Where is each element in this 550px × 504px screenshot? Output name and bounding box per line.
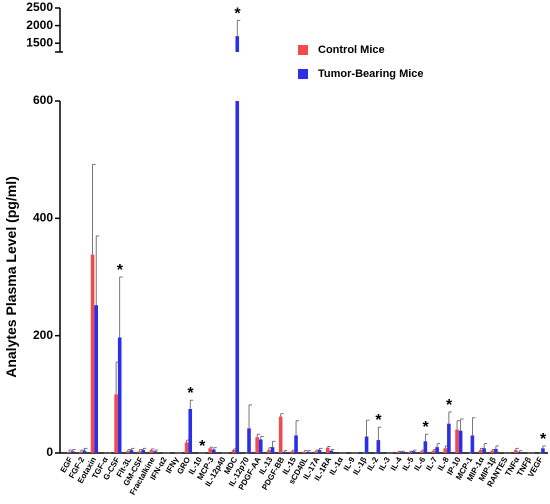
bar	[431, 450, 436, 453]
bar	[325, 447, 330, 453]
x-tick-label: IL-5	[401, 455, 416, 472]
bar	[514, 450, 518, 453]
bar	[141, 450, 146, 453]
bar	[411, 451, 416, 453]
bar	[129, 450, 134, 453]
bar	[70, 451, 75, 453]
bar	[149, 450, 154, 453]
y-tick-label: 400	[33, 211, 53, 225]
bar	[282, 451, 287, 453]
bar	[306, 451, 310, 453]
significance-marker: *	[446, 397, 453, 414]
significance-marker: *	[187, 385, 194, 402]
significance-marker: *	[234, 5, 241, 22]
significance-marker: *	[540, 431, 547, 448]
bar-upper	[235, 36, 240, 52]
bar	[455, 429, 459, 453]
y-axis-label: Analytes Plasma Level (pg/ml)	[3, 176, 19, 378]
bar	[458, 430, 463, 453]
bar	[188, 409, 193, 453]
bar	[67, 451, 71, 453]
bar	[470, 435, 475, 453]
bar	[482, 448, 486, 453]
y-tick-label: 1500	[26, 35, 53, 49]
bar	[184, 442, 189, 453]
bar	[270, 447, 275, 453]
x-tick-label: IL-3	[377, 455, 392, 472]
bar	[94, 305, 98, 453]
x-tick-label: IL-2	[365, 455, 380, 472]
y-tick-label: 2000	[26, 18, 53, 32]
bar	[364, 436, 369, 453]
y-tick-label: 0	[46, 445, 53, 459]
bar	[126, 451, 130, 453]
y-tick-label: 2500	[26, 0, 53, 14]
bar	[490, 450, 495, 453]
bar	[208, 448, 212, 453]
significance-marker: *	[117, 262, 124, 279]
bar	[400, 451, 404, 453]
bar	[376, 440, 381, 453]
bar	[329, 450, 334, 453]
bar	[82, 450, 87, 453]
bar	[317, 450, 322, 453]
legend-label: Control Mice	[318, 44, 385, 56]
bar	[408, 451, 412, 453]
bar	[153, 451, 157, 453]
bar	[137, 451, 142, 453]
significance-marker: *	[422, 419, 429, 436]
bar	[231, 450, 236, 453]
bar	[541, 448, 545, 453]
bar	[302, 451, 306, 453]
x-tick-label: IL-7	[424, 455, 439, 472]
bar	[90, 254, 95, 453]
bar	[478, 450, 483, 453]
bar	[79, 451, 83, 453]
bar	[278, 416, 283, 453]
bar	[267, 450, 271, 453]
bar	[443, 448, 448, 453]
bar	[117, 337, 122, 453]
bar	[423, 441, 428, 453]
significance-marker: *	[375, 412, 382, 429]
bar	[435, 447, 439, 453]
bar	[447, 423, 451, 453]
x-tick-label: IL-4	[389, 455, 404, 472]
bar	[255, 437, 259, 453]
bar	[494, 448, 498, 453]
bar	[294, 435, 298, 453]
significance-marker: *	[199, 438, 206, 455]
legend-label: Tumor-Bearing Mice	[318, 68, 424, 80]
y-tick-label: 600	[33, 93, 53, 107]
bar	[114, 394, 118, 453]
bar	[211, 449, 216, 453]
bar	[247, 428, 251, 453]
bar	[419, 451, 424, 453]
bar	[314, 451, 318, 453]
bar	[517, 451, 522, 453]
bar	[290, 451, 295, 453]
x-tick-label: IL-6	[412, 455, 427, 472]
bar	[396, 451, 401, 453]
bar	[258, 439, 263, 453]
legend-swatch	[298, 69, 308, 79]
bar	[235, 101, 240, 453]
legend-swatch	[298, 45, 308, 55]
y-tick-label: 200	[33, 328, 53, 342]
